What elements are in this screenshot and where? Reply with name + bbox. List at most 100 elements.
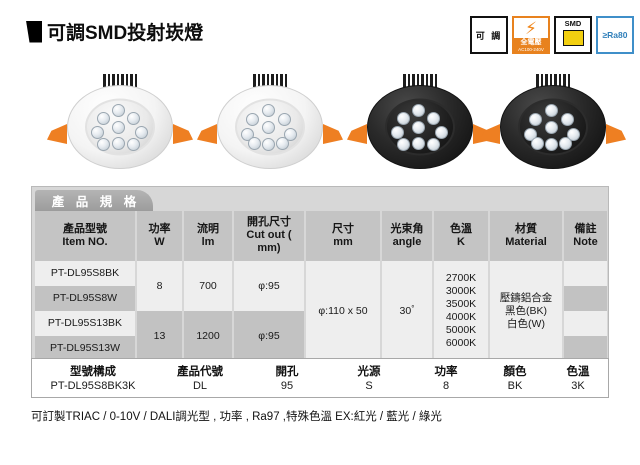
- led-array: [91, 103, 149, 151]
- combo-col-structure: 型號構成: [70, 366, 116, 378]
- dimmable-badge-label: 可 調: [475, 30, 503, 41]
- spring-clip-right-icon: [606, 124, 626, 144]
- led-array: [391, 103, 449, 151]
- product-image-black-smd-9led: [478, 68, 628, 178]
- cell-color-temp: 2700K 3000K 3500K 4000K 5000K 6000K: [433, 261, 490, 361]
- cell-lumen: 700: [183, 261, 234, 311]
- combo-value-cutout: 95: [280, 380, 294, 392]
- combo-header-row: 型號構成 產品代號 開孔 光源 功率 顏色 色溫: [32, 359, 608, 380]
- combo-col-color: 顏色: [503, 366, 527, 378]
- cell-power: 8: [136, 261, 184, 311]
- cell-note: [563, 311, 607, 336]
- table-row: PT-DL95S8W: [35, 286, 607, 311]
- cell-cutout: φ:95: [233, 311, 306, 361]
- spring-clip-left-icon: [347, 124, 367, 144]
- combo-col-power: 功率: [434, 366, 458, 378]
- table-row: PT-DL95S13W: [35, 336, 607, 361]
- page-title-text: 可調SMD投射崁燈: [47, 23, 204, 44]
- cri-badge-label: ≥Ra80: [602, 30, 628, 40]
- smd-chip-icon: [562, 30, 584, 46]
- cell-note: [563, 286, 607, 311]
- table-row: PT-DL95S13BK 13 1200 φ:95: [35, 311, 607, 361]
- combo-col-color-temp: 色溫: [566, 366, 590, 378]
- lamp-housing: [500, 85, 606, 169]
- heatsink-fins-icon: [103, 74, 137, 87]
- combo-value-row: PT-DL95S8BK3K DL 95 S 8 BK 3K: [32, 380, 608, 397]
- lamp-reflector: [385, 98, 455, 156]
- cell-model: PT-DL95S8BK: [35, 261, 137, 286]
- spec-table-header-row: 產品型號 Item NO. 功率 W 流明 lm 開孔尺寸 Cut out ( …: [35, 211, 607, 261]
- black-flag-marker-icon: [26, 20, 42, 43]
- combo-value-structure: PT-DL95S8BK3K: [50, 380, 136, 392]
- degree-symbol: °: [411, 303, 415, 313]
- spec-table: 產品型號 Item NO. 功率 W 流明 lm 開孔尺寸 Cut out ( …: [35, 211, 607, 361]
- combo-value-power: 8: [442, 380, 450, 392]
- col-header-cutout: 開孔尺寸 Cut out ( mm): [233, 211, 306, 261]
- table-row: PT-DL95S8BK 8 700 φ:95 φ:110 x 50 30° 27…: [35, 261, 607, 361]
- combo-value-color: BK: [507, 380, 523, 392]
- col-header-material: 材質 Material: [489, 211, 564, 261]
- cell-beam-angle: 30°: [381, 261, 434, 361]
- heatsink-fins-icon: [253, 74, 287, 87]
- led-array: [524, 103, 582, 151]
- spring-clip-left-icon: [480, 124, 500, 144]
- cell-size: φ:110 x 50: [305, 261, 382, 361]
- badge-group: 可 調 ⚡ 全電壓 AC100-240V SMD ≥Ra80: [470, 16, 634, 54]
- heatsink-fins-icon: [536, 74, 570, 87]
- product-image-white-smd-12led: [45, 68, 195, 178]
- lamp-housing: [217, 85, 323, 169]
- col-header-size: 尺寸 mm: [305, 211, 382, 261]
- full-voltage-badge: ⚡ 全電壓 AC100-240V: [512, 16, 550, 54]
- spring-clip-right-icon: [323, 124, 343, 144]
- cell-note: [563, 336, 607, 361]
- cell-cutout: φ:95: [233, 261, 306, 311]
- lamp-housing: [367, 85, 473, 169]
- spec-section-tab: 產 品 規 格: [35, 190, 153, 211]
- full-voltage-band: 全電壓 AC100-240V: [514, 38, 548, 52]
- col-header-lumen: 流明 lm: [183, 211, 234, 261]
- lamp-housing: [67, 85, 173, 169]
- lamp-reflector: [85, 98, 155, 156]
- lightning-bolt-icon: ⚡: [525, 19, 537, 38]
- model-composition-panel: 型號構成 產品代號 開孔 光源 功率 顏色 色溫 PT-DL95S8BK3K D…: [31, 358, 609, 398]
- spring-clip-right-icon: [173, 124, 193, 144]
- footer-note: 可訂製TRIAC / 0-10V / DALI調光型 , 功率 , Ra97 ,…: [31, 411, 442, 423]
- full-voltage-sub: AC100-240V: [518, 47, 544, 52]
- combo-col-product-code: 產品代號: [177, 366, 223, 378]
- cell-model: PT-DL95S13BK: [35, 311, 137, 336]
- cell-model: PT-DL95S8W: [35, 286, 137, 311]
- lamp-reflector: [518, 98, 588, 156]
- smd-badge-label: SMD: [564, 19, 582, 28]
- lamp-reflector: [235, 98, 305, 156]
- heatsink-fins-icon: [403, 74, 437, 87]
- cell-model: PT-DL95S13W: [35, 336, 137, 361]
- combo-col-cutout: 開孔: [275, 366, 299, 378]
- col-header-item-no: 產品型號 Item NO.: [35, 211, 137, 261]
- combo-value-color-temp: 3K: [571, 380, 585, 392]
- page-header: 可調SMD投射崁燈 可 調 ⚡ 全電壓 AC100-240V SMD ≥Ra80: [0, 14, 640, 60]
- spring-clip-left-icon: [47, 124, 67, 144]
- col-header-color-temp: 色溫 K: [433, 211, 490, 261]
- dimmable-badge: 可 調: [470, 16, 508, 54]
- cell-lumen: 1200: [183, 311, 234, 361]
- combo-value-product-code: DL: [192, 380, 208, 392]
- product-image-white-smd-9led: [195, 68, 345, 178]
- col-header-note: 備註 Note: [563, 211, 607, 261]
- page-title: 可調SMD投射崁燈: [26, 18, 203, 45]
- col-header-power: 功率 W: [136, 211, 184, 261]
- col-header-beam-angle: 光束角 angle: [381, 211, 434, 261]
- product-image-black-smd-12led: [345, 68, 495, 178]
- product-spec-panel: 產 品 規 格 產品型號 Item NO. 功率 W 流明 lm: [31, 186, 609, 365]
- combo-value-light-source: S: [365, 380, 373, 392]
- cell-note: [563, 261, 607, 286]
- full-voltage-label: 全電壓: [520, 39, 542, 46]
- product-image-row: [0, 62, 640, 180]
- cell-power: 13: [136, 311, 184, 361]
- cell-material: 壓鑄鋁合金 黑色(BK) 白色(W): [489, 261, 564, 361]
- led-array: [241, 103, 299, 151]
- smd-badge: SMD: [554, 16, 592, 54]
- model-composition-table: 型號構成 產品代號 開孔 光源 功率 顏色 色溫 PT-DL95S8BK3K D…: [32, 359, 608, 397]
- cri-badge: ≥Ra80: [596, 16, 634, 54]
- combo-col-light-source: 光源: [357, 366, 381, 378]
- spring-clip-left-icon: [197, 124, 217, 144]
